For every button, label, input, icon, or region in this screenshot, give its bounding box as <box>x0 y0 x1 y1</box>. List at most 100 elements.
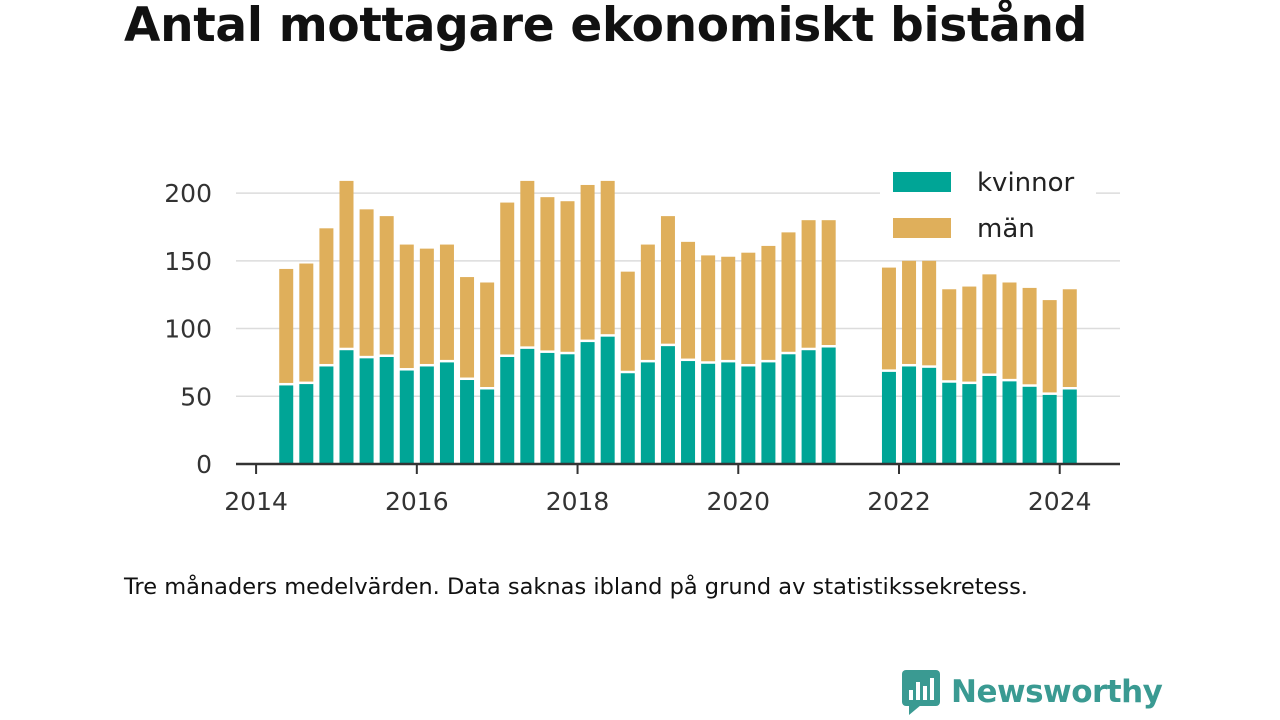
bar-man <box>881 267 896 370</box>
bar-man <box>741 252 756 364</box>
bar-kvinnor <box>1042 394 1057 464</box>
bar-kvinnor <box>801 350 816 464</box>
bar-kvinnor <box>821 347 836 464</box>
bar-man <box>962 286 977 382</box>
y-tick-label: 100 <box>164 315 212 344</box>
bar-kvinnor <box>319 366 334 464</box>
bar-kvinnor <box>660 346 675 464</box>
bar-man <box>1022 287 1037 385</box>
bar-man <box>580 184 595 340</box>
legend-label: kvinnor <box>977 168 1075 198</box>
bar-kvinnor <box>359 358 374 464</box>
legend: kvinnor män <box>880 160 1096 258</box>
bar-man <box>399 244 414 369</box>
bar-man <box>902 260 917 364</box>
legend-swatch <box>893 172 951 192</box>
bar-chart-speech-bubble-icon <box>902 670 940 715</box>
bar-kvinnor <box>1062 389 1077 464</box>
bar-man <box>701 255 716 362</box>
bar-man <box>942 289 957 381</box>
bar-kvinnor <box>339 350 354 464</box>
footnote: Tre månaders medelvärden. Data saknas ib… <box>124 574 1028 600</box>
bar-man <box>640 244 655 360</box>
bar-man <box>982 274 997 374</box>
bar-kvinnor <box>721 362 736 464</box>
bar-kvinnor <box>1002 381 1017 464</box>
y-tick-label: 0 <box>196 450 212 479</box>
y-tick-label: 200 <box>164 179 212 208</box>
bar-man <box>1062 289 1077 387</box>
bar-man <box>761 245 776 360</box>
bar-kvinnor <box>460 380 475 464</box>
bar-kvinnor <box>480 389 495 464</box>
bar-man <box>419 248 434 364</box>
bar-kvinnor <box>439 362 454 464</box>
bar-man <box>821 220 836 346</box>
bar-kvinnor <box>600 336 615 464</box>
bar-man <box>359 209 374 356</box>
bar-man <box>279 268 294 383</box>
bar-kvinnor <box>279 385 294 464</box>
bar-man <box>500 202 515 355</box>
brand-name: Newsworthy <box>951 674 1163 710</box>
bar-kvinnor <box>299 384 314 464</box>
x-tick-label: 2024 <box>1028 487 1092 516</box>
bar-man <box>540 197 555 351</box>
bar-kvinnor <box>540 352 555 464</box>
legend-swatch <box>893 218 951 238</box>
bar-kvinnor <box>419 366 434 464</box>
axes: 0 50 100 150 200 2014 2016 2018 2020 2022 2024 <box>164 179 1120 516</box>
x-tick-label: 2014 <box>224 487 288 516</box>
bars <box>279 180 1077 464</box>
bar-man <box>781 232 796 352</box>
bar-kvinnor <box>701 363 716 464</box>
bar-man <box>520 180 535 347</box>
bar-kvinnor <box>379 356 394 464</box>
bar-kvinnor <box>560 354 575 464</box>
bar-man <box>460 277 475 378</box>
bar-man <box>1042 300 1057 393</box>
bar-kvinnor <box>1022 386 1037 464</box>
bar-kvinnor <box>741 366 756 464</box>
bar-man <box>660 216 675 344</box>
bar-kvinnor <box>781 354 796 464</box>
bar-kvinnor <box>962 384 977 464</box>
bar-man <box>600 180 615 335</box>
brand-logo: Newsworthy <box>901 668 1163 716</box>
bar-kvinnor <box>399 370 414 464</box>
bar-kvinnor <box>761 362 776 464</box>
legend-label: män <box>977 214 1035 244</box>
y-tick-label: 150 <box>164 247 212 276</box>
bar-kvinnor <box>681 361 696 464</box>
bar-man <box>922 260 937 366</box>
bar-man <box>620 271 635 371</box>
x-tick-label: 2018 <box>546 487 610 516</box>
x-tick-label: 2022 <box>867 487 931 516</box>
chart-title: Antal mottagare ekonomiskt bistånd <box>124 0 1088 53</box>
bar-man <box>319 228 334 364</box>
bar-man <box>801 220 816 348</box>
bar-man <box>339 180 354 348</box>
bar-man <box>439 244 454 360</box>
bar-kvinnor <box>620 373 635 464</box>
bar-kvinnor <box>922 367 937 464</box>
bar-kvinnor <box>881 371 896 464</box>
bar-man <box>681 241 696 359</box>
bar-man <box>480 282 495 387</box>
x-tick-label: 2020 <box>706 487 770 516</box>
bar-kvinnor <box>520 348 535 464</box>
bar-man <box>379 216 394 355</box>
bar-man <box>721 256 736 360</box>
bar-kvinnor <box>942 382 957 464</box>
bar-kvinnor <box>500 356 515 464</box>
bar-man <box>299 263 314 382</box>
bar-man <box>1002 282 1017 379</box>
bar-kvinnor <box>902 366 917 464</box>
bar-man <box>560 201 575 352</box>
x-tick-label: 2016 <box>385 487 449 516</box>
bar-kvinnor <box>640 362 655 464</box>
bar-kvinnor <box>982 375 997 464</box>
stacked-bar-chart: 0 50 100 150 200 2014 2016 2018 2020 2022 2024 kvi… <box>164 160 1120 516</box>
y-tick-label: 50 <box>180 382 212 411</box>
bar-kvinnor <box>580 342 595 464</box>
